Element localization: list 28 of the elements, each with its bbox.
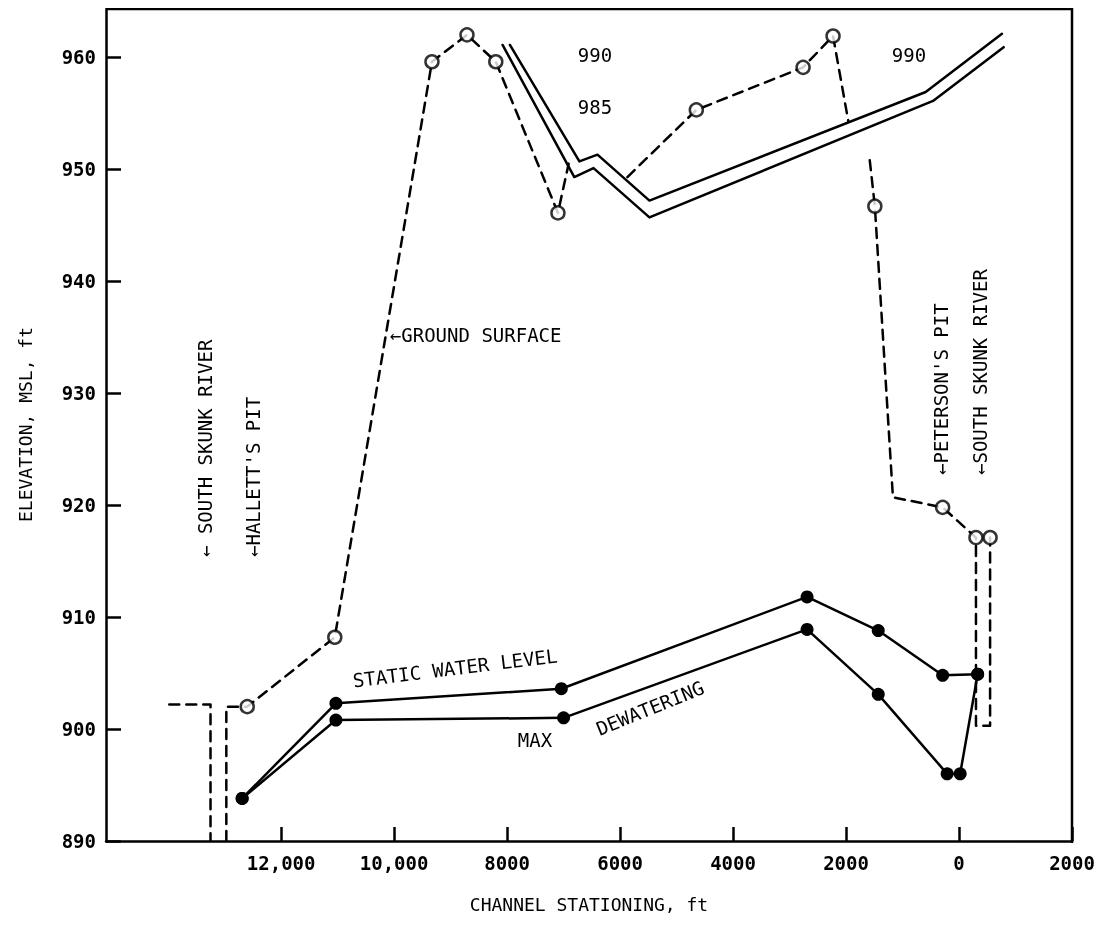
annotation: 990 (577, 44, 613, 66)
annotation: ←HALLETT'S PIT (242, 396, 264, 557)
x-tick-label: 2000 (1049, 851, 1095, 874)
annotation: ← SOUTH SKUNK RIVER (194, 339, 216, 557)
x-tick-label: 8000 (484, 851, 530, 874)
x-tick-label: 6000 (597, 851, 643, 874)
annotation: 990 (891, 44, 927, 66)
annotation: ←GROUND SURFACE (389, 323, 562, 346)
annotation: 985 (577, 96, 613, 118)
y-tick-label: 930 (61, 382, 96, 405)
annotation: MAX (517, 729, 553, 751)
y-tick-label: 910 (61, 606, 96, 629)
y-tick-label: 900 (61, 718, 96, 741)
annotation: STATIC WATER LEVEL (351, 644, 559, 692)
x-tick-label: 10,000 (359, 851, 429, 874)
y-tick-label: 890 (61, 830, 96, 852)
x-tick-label: 12,000 (246, 851, 316, 874)
y-tick-label: 950 (61, 158, 96, 181)
y-tick-label: 940 (61, 270, 96, 293)
x-tick-label: 0 (953, 851, 965, 874)
annotation: ←SOUTH SKUNK RIVER (969, 268, 991, 475)
y-axis-title: ELEVATION, MSL, ft (14, 326, 36, 523)
x-axis-title: CHANNEL STATIONING, ft (469, 893, 709, 915)
y-tick-label: 920 (61, 494, 96, 517)
x-tick-label: 2000 (823, 851, 869, 874)
annotation: ←PETERSON'S PIT (930, 303, 952, 475)
y-tick-label: 960 (61, 46, 96, 69)
x-tick-label: 4000 (710, 851, 756, 874)
